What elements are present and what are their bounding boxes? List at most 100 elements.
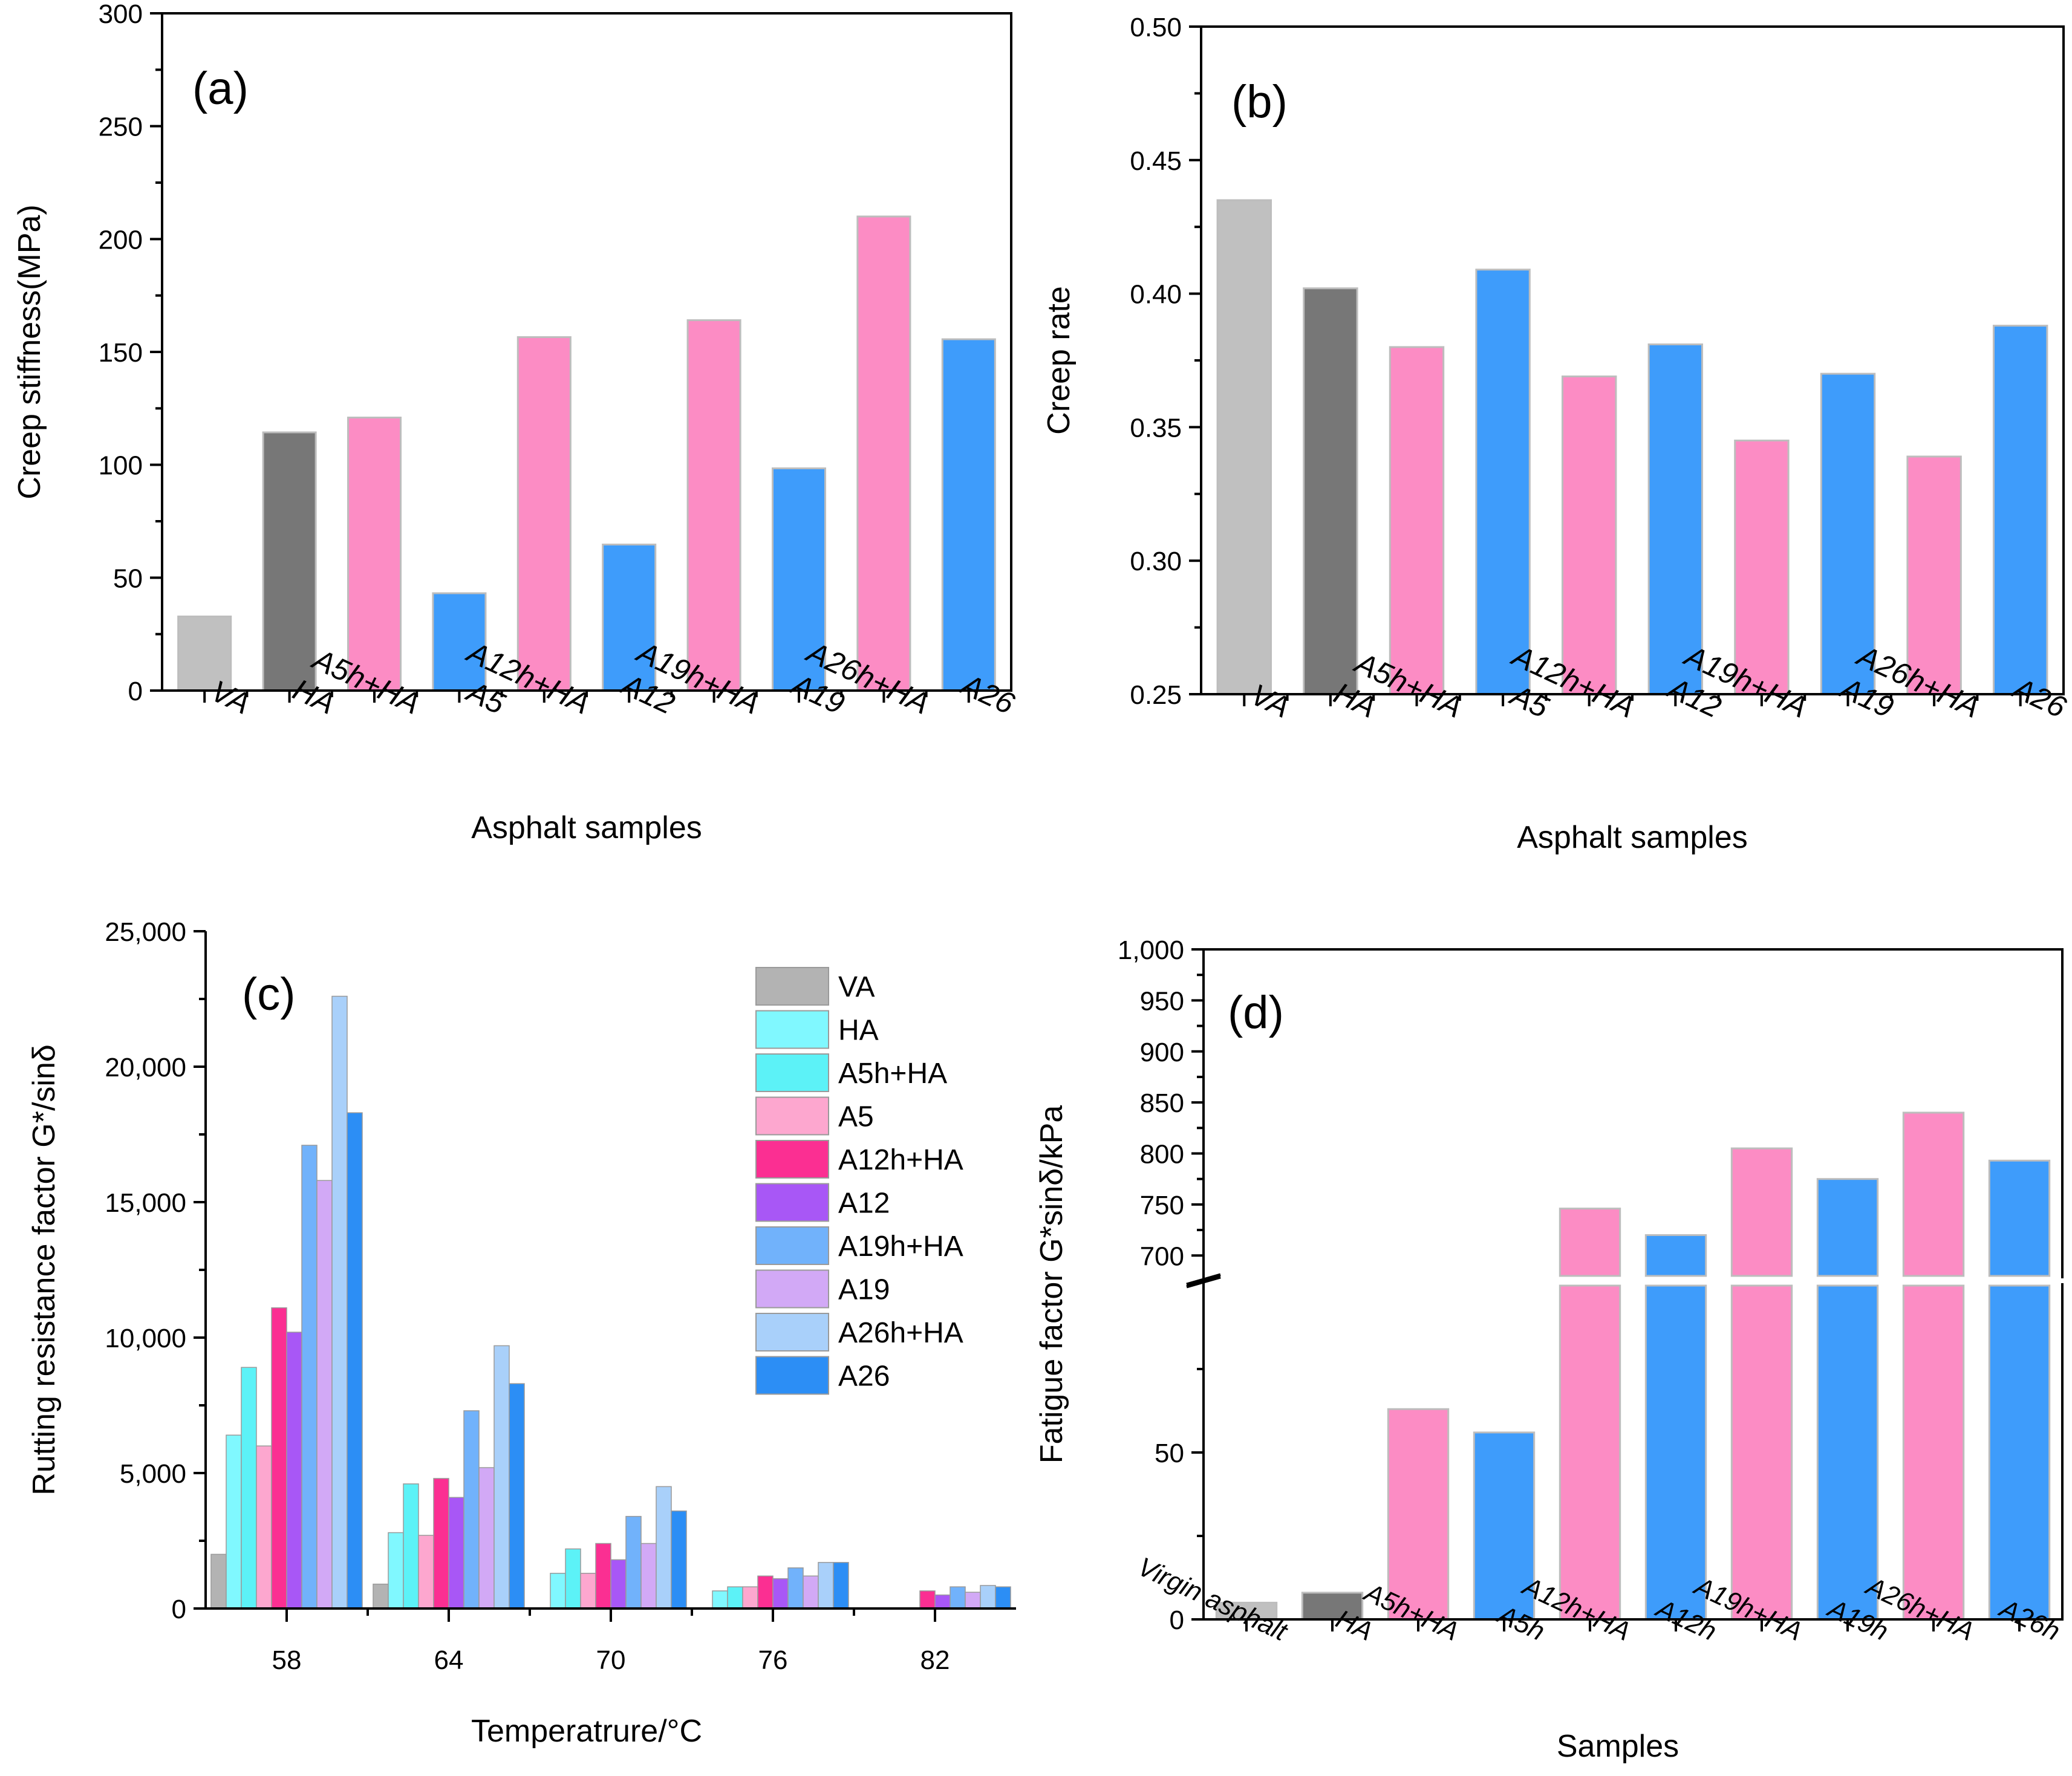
legend-label: VA xyxy=(838,971,875,1003)
bar-a26h-ha xyxy=(1906,455,1962,695)
bar-a12h-ha xyxy=(516,336,572,692)
legend-label: A26h+HA xyxy=(838,1317,963,1349)
panel-c-rutting-resistance: 0 5,000 10,000 15,000 20,000 25,000 58 64 70 76 82… xyxy=(27,917,1016,1749)
y-axis-title: Rutting resistance factor G*/sinδ xyxy=(27,1044,62,1495)
bar-ha xyxy=(262,431,317,692)
bar-a5h-ha-70 xyxy=(565,1548,581,1609)
bar-a5-58 xyxy=(256,1445,272,1609)
x-axis-title: Temperatrure/°C xyxy=(471,1714,702,1749)
bar-a26h-ha-upper xyxy=(1902,1111,1965,1277)
bar-a26h-ha-82 xyxy=(980,1585,996,1609)
bar-a12h-ha-64 xyxy=(433,1478,449,1609)
y-tick-label: 150 xyxy=(99,338,143,368)
bar-a19h-ha-70 xyxy=(625,1515,642,1609)
y-tick-label: 750 xyxy=(1140,1191,1184,1220)
bar-a26 xyxy=(1992,325,2048,695)
x-tick-label: 82 xyxy=(920,1645,950,1675)
x-axis-title: Asphalt samples xyxy=(1517,820,1748,855)
legend-swatch-a26h-ha xyxy=(755,1313,829,1352)
legend-swatch-a5 xyxy=(755,1096,829,1136)
bar-a19h-ha-76 xyxy=(787,1567,804,1609)
y-tick-label: 0.35 xyxy=(1130,413,1182,443)
bar-a26h-lower xyxy=(1988,1284,2051,1621)
bar-a19h-ha-58 xyxy=(301,1145,318,1609)
bar-a19h-ha xyxy=(1734,439,1790,695)
bar-a5h-ha-76 xyxy=(727,1586,743,1609)
y-tick-label: 50 xyxy=(1155,1439,1184,1468)
bar-a5-70 xyxy=(580,1573,596,1609)
y-tick-label: 0.30 xyxy=(1130,547,1182,576)
axis-break-gap xyxy=(1201,1278,2065,1283)
bar-a26-70 xyxy=(671,1510,687,1609)
bar-a26-64 xyxy=(509,1383,525,1609)
bar-ha-58 xyxy=(226,1434,242,1609)
x-category-label: Virgin asphalt xyxy=(1133,1552,1292,1647)
bar-a5h-ha-64 xyxy=(403,1483,419,1609)
y-tick-label: 100 xyxy=(99,451,143,481)
bar-ha-64 xyxy=(388,1532,404,1609)
bar-a12h-ha-70 xyxy=(595,1543,611,1609)
bar-a12h-ha xyxy=(1561,375,1617,695)
bar-a19h-ha-64 xyxy=(463,1410,480,1609)
bar-a19 xyxy=(771,467,827,692)
bar-a12h-lower xyxy=(1644,1284,1707,1621)
bar-a26h-upper xyxy=(1988,1159,2051,1277)
bar-a12-58 xyxy=(286,1332,302,1609)
legend-swatch-a5h-ha xyxy=(755,1053,829,1092)
bar-a12h-ha-82 xyxy=(919,1590,936,1609)
legend-swatch-a12 xyxy=(755,1183,829,1222)
y-tick-label: 850 xyxy=(1140,1088,1184,1118)
bar-a5h-ha xyxy=(1389,346,1445,695)
bar-a12-76 xyxy=(772,1578,789,1609)
bar-a5h-ha xyxy=(347,417,402,692)
bar-a19h-ha-lower xyxy=(1730,1284,1793,1621)
bar-a5 xyxy=(1475,268,1531,695)
y-tick-label: 5,000 xyxy=(120,1459,186,1489)
legend-label: A12 xyxy=(838,1188,890,1220)
x-tick-label: 64 xyxy=(434,1645,464,1675)
bar-a26-76 xyxy=(833,1562,849,1609)
bar-a19h-ha xyxy=(686,319,741,692)
legend-swatch-a12h-ha xyxy=(755,1140,829,1179)
bar-a19h-upper xyxy=(1816,1178,1879,1277)
y-tick-label: 0 xyxy=(1170,1605,1184,1635)
bar-a19h-lower xyxy=(1816,1284,1879,1621)
y-axis-title: Creep stiffness(MPa) xyxy=(12,204,47,499)
bar-a26h-ha-lower xyxy=(1902,1284,1965,1621)
legend: VA HA A5h+HA A5 A12h+HA A12 A19h+HA A19 A26h+HA A… xyxy=(755,967,963,1395)
bar-a26h-ha-58 xyxy=(331,995,348,1609)
x-axis-title: Samples xyxy=(1557,1729,1679,1764)
bar-a5 xyxy=(432,592,487,692)
bar-a12h-upper xyxy=(1644,1234,1707,1277)
x-tick-label: 58 xyxy=(272,1645,302,1675)
y-tick-label: 700 xyxy=(1140,1241,1184,1271)
bar-a12h-ha-upper xyxy=(1559,1208,1621,1277)
bar-va-58 xyxy=(210,1553,227,1609)
bar-a26h-ha xyxy=(856,215,911,692)
y-axis-title: Fatigue factor G*sinδ/kPa xyxy=(1034,1105,1069,1464)
bar-a12-82 xyxy=(934,1594,951,1609)
axes-frame xyxy=(1202,948,2064,1621)
y-tick-label: 0.45 xyxy=(1130,146,1182,176)
bar-a12-70 xyxy=(610,1559,627,1609)
legend-swatch-ha xyxy=(755,1010,829,1049)
y-tick-label: 15,000 xyxy=(105,1188,186,1218)
bar-a19h-ha-upper xyxy=(1730,1147,1793,1277)
bar-ha xyxy=(1301,1592,1364,1621)
bar-a19-76 xyxy=(803,1575,819,1609)
bar-a26h-ha-64 xyxy=(494,1345,510,1609)
axis-break-mark xyxy=(1186,1275,1221,1289)
bar-a19h-ha-82 xyxy=(950,1586,966,1609)
legend-label: A19h+HA xyxy=(838,1231,963,1263)
legend-label: A26 xyxy=(838,1361,890,1393)
y-tick-label: 1,000 xyxy=(1118,935,1184,965)
bar-a26-58 xyxy=(347,1112,363,1609)
y-tick-label: 50 xyxy=(113,564,143,593)
bar-a19-70 xyxy=(640,1543,657,1609)
y-tick-label: 10,000 xyxy=(105,1324,186,1353)
bar-a12h-ha-76 xyxy=(757,1575,774,1609)
bar-a12 xyxy=(1647,343,1704,695)
y-tick-label: 0.50 xyxy=(1130,13,1182,42)
